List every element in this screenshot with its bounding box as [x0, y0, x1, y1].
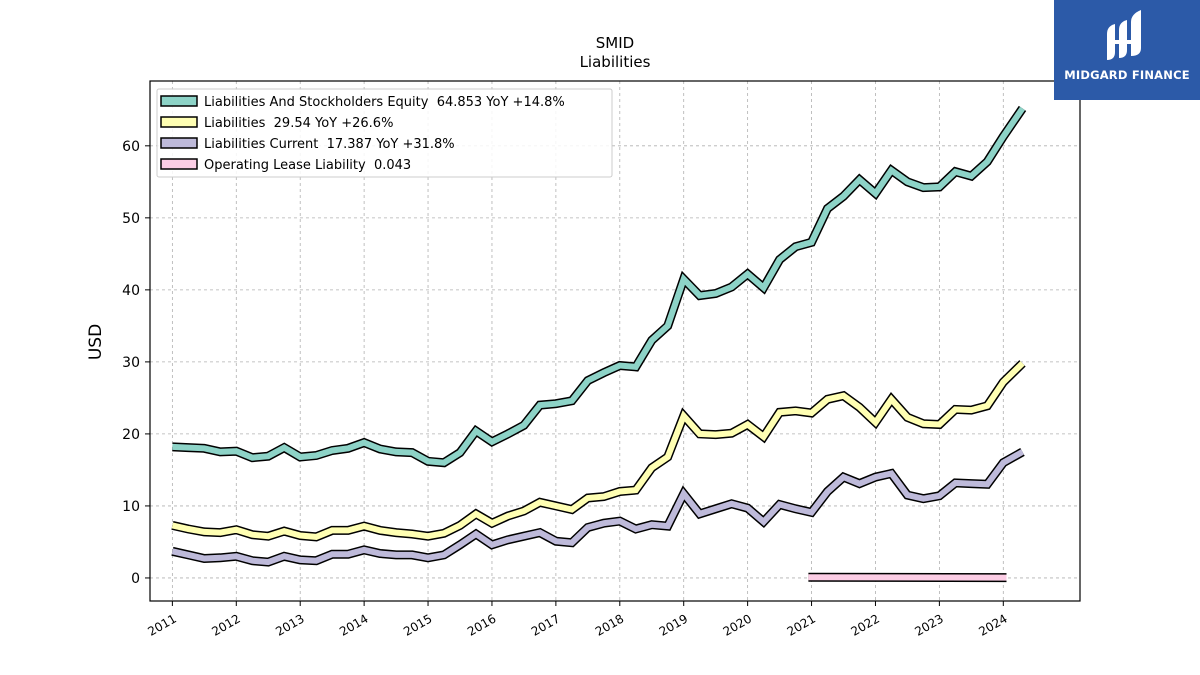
x-tick-label: 2018 — [593, 611, 626, 638]
legend: Liabilities And Stockholders Equity 64.8… — [156, 88, 613, 178]
x-tick-label: 2024 — [976, 611, 1009, 638]
x-tick-label: 2022 — [849, 611, 882, 638]
series-lines — [171, 105, 1027, 583]
x-tick-label: 2013 — [273, 611, 306, 638]
x-tick-label: 2016 — [465, 611, 498, 638]
series-line — [171, 449, 1024, 566]
x-tick-label: 2014 — [337, 611, 370, 638]
y-tick-label: 60 — [122, 139, 140, 155]
legend-label: Liabilities 29.54 YoY +26.6% — [204, 116, 393, 131]
series-line — [172, 106, 1025, 466]
legend-swatch — [160, 95, 198, 107]
legend-label: Operating Lease Liability 0.043 — [204, 158, 411, 173]
grid — [150, 81, 1080, 601]
chart-subtitle: Liabilities — [580, 53, 651, 71]
x-tick-label: 2012 — [209, 611, 242, 638]
x-axis-ticks: 2011 2012 2013 2014 2015 2016 2017 2018 2019 2020… — [145, 601, 1010, 639]
watermark-text: MIDGARD FINANCE — [1064, 68, 1190, 82]
y-axis-ticks: 0 10 20 30 40 50 60 — [122, 139, 150, 587]
series-line — [171, 361, 1025, 540]
watermark-logo: MIDGARD FINANCE — [1054, 0, 1200, 100]
y-tick-label: 10 — [122, 499, 140, 515]
x-tick-label: 2011 — [145, 611, 178, 638]
legend-swatch — [160, 137, 198, 149]
plot-frame — [149, 80, 1081, 602]
y-tick-label: 20 — [122, 427, 140, 443]
y-tick-label: 40 — [122, 283, 140, 299]
legend-label: Liabilities And Stockholders Equity 64.8… — [204, 95, 565, 110]
x-tick-label: 2017 — [529, 611, 562, 638]
legend-swatch — [160, 158, 198, 170]
chart-title: SMID — [596, 34, 634, 52]
x-tick-label: 2021 — [785, 611, 818, 638]
y-tick-label: 30 — [122, 355, 140, 371]
legend-label: Liabilities Current 17.387 YoY +31.8% — [204, 137, 455, 152]
legend-swatch — [160, 116, 198, 128]
x-tick-label: 2023 — [912, 611, 945, 638]
midgard-logo-icon — [1107, 10, 1141, 60]
x-tick-label: 2015 — [401, 611, 434, 638]
x-tick-label: 2019 — [657, 611, 690, 638]
y-tick-label: 50 — [122, 211, 140, 227]
y-axis-label: USD — [86, 324, 106, 360]
legend-box — [156, 88, 613, 178]
x-tick-label: 2020 — [721, 611, 754, 638]
y-tick-label: 0 — [131, 571, 140, 587]
